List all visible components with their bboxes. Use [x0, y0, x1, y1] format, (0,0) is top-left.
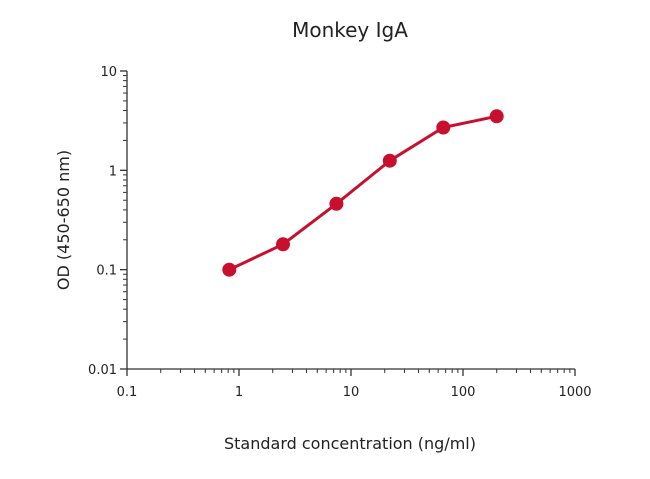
- data-point: [276, 237, 290, 252]
- y-tick-label: 10: [100, 65, 117, 80]
- x-tick-label: 10: [343, 385, 360, 400]
- x-axis-label: Standard concentration (ng/ml): [224, 434, 476, 453]
- data-point: [382, 153, 397, 168]
- y-axis-label: OD (450-650 nm): [54, 150, 73, 290]
- series-line: [227, 114, 499, 272]
- data-point: [329, 196, 344, 211]
- x-tick-label: 0.1: [117, 385, 138, 400]
- x-tick-label: 1000: [558, 385, 591, 400]
- data-point: [436, 120, 451, 135]
- chart-title: Monkey IgA: [292, 18, 408, 42]
- y-tick-label: 1: [109, 164, 117, 179]
- y-tick-label: 0.1: [96, 264, 117, 279]
- series-layer: [222, 109, 504, 277]
- data-point: [489, 109, 504, 124]
- data-point: [222, 262, 237, 277]
- x-tick-label: 1: [235, 385, 243, 400]
- x-tick-label: 100: [451, 385, 476, 400]
- y-tick-label: 0.01: [88, 363, 117, 378]
